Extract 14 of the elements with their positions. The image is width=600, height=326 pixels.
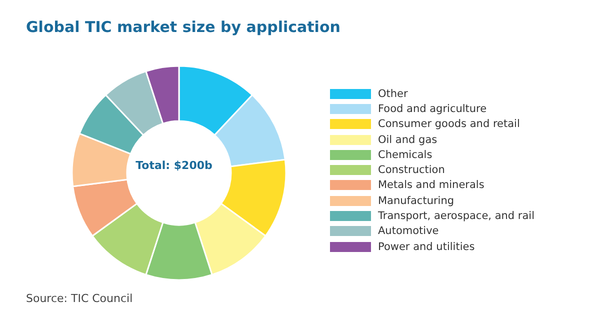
legend-label: Automotive [378,225,439,238]
legend-label: Consumer goods and retail [378,118,520,130]
chart-title: Global TIC market size by application [26,18,340,36]
legend-label: Oil and gas [378,134,438,146]
legend-label: Transport, aerospace, and rail [378,210,535,222]
legend-label: Metals and minerals [378,179,484,192]
legend-label: Chemicals [378,148,432,161]
legend-label: Construction [378,164,445,176]
legend-label: Other [378,88,408,100]
legend-label: Power and utilities [378,240,475,253]
text: Total: $200b [134,159,214,172]
legend-label: Manufacturing [378,194,454,207]
source-note: Source: TIC Council [26,292,133,305]
legend-label: Food and agriculture [378,102,487,115]
